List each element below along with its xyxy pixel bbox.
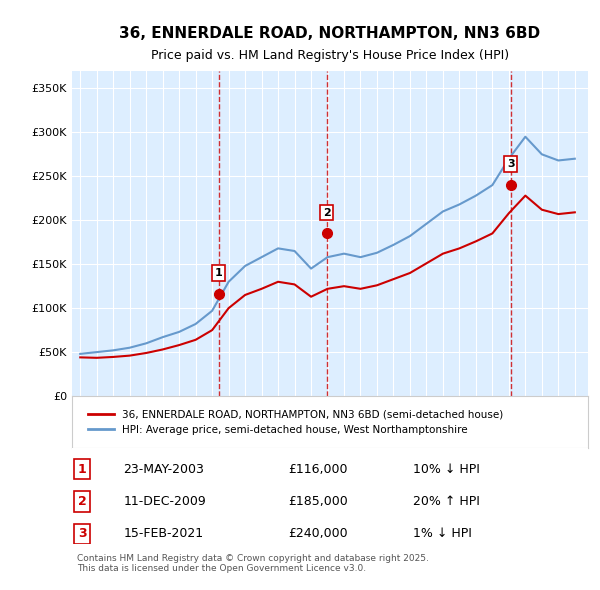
Text: 15-FEB-2021: 15-FEB-2021 [124,527,204,540]
Legend: 36, ENNERDALE ROAD, NORTHAMPTON, NN3 6BD (semi-detached house), HPI: Average pri: 36, ENNERDALE ROAD, NORTHAMPTON, NN3 6BD… [82,404,508,440]
Text: £240,000: £240,000 [289,527,349,540]
Text: Price paid vs. HM Land Registry's House Price Index (HPI): Price paid vs. HM Land Registry's House … [151,49,509,62]
Text: £185,000: £185,000 [289,495,349,508]
Text: 20% ↑ HPI: 20% ↑ HPI [413,495,479,508]
Text: £116,000: £116,000 [289,463,348,476]
Text: 1: 1 [78,463,86,476]
Text: 3: 3 [507,159,515,169]
Text: 1% ↓ HPI: 1% ↓ HPI [413,527,472,540]
Text: 3: 3 [78,527,86,540]
Text: 2: 2 [323,208,331,218]
Text: 23-MAY-2003: 23-MAY-2003 [124,463,205,476]
Text: Contains HM Land Registry data © Crown copyright and database right 2025.
This d: Contains HM Land Registry data © Crown c… [77,554,429,573]
Text: 1: 1 [215,268,223,278]
Text: 11-DEC-2009: 11-DEC-2009 [124,495,206,508]
Text: 10% ↓ HPI: 10% ↓ HPI [413,463,479,476]
Text: 2: 2 [78,495,86,508]
Text: 36, ENNERDALE ROAD, NORTHAMPTON, NN3 6BD: 36, ENNERDALE ROAD, NORTHAMPTON, NN3 6BD [119,27,541,41]
